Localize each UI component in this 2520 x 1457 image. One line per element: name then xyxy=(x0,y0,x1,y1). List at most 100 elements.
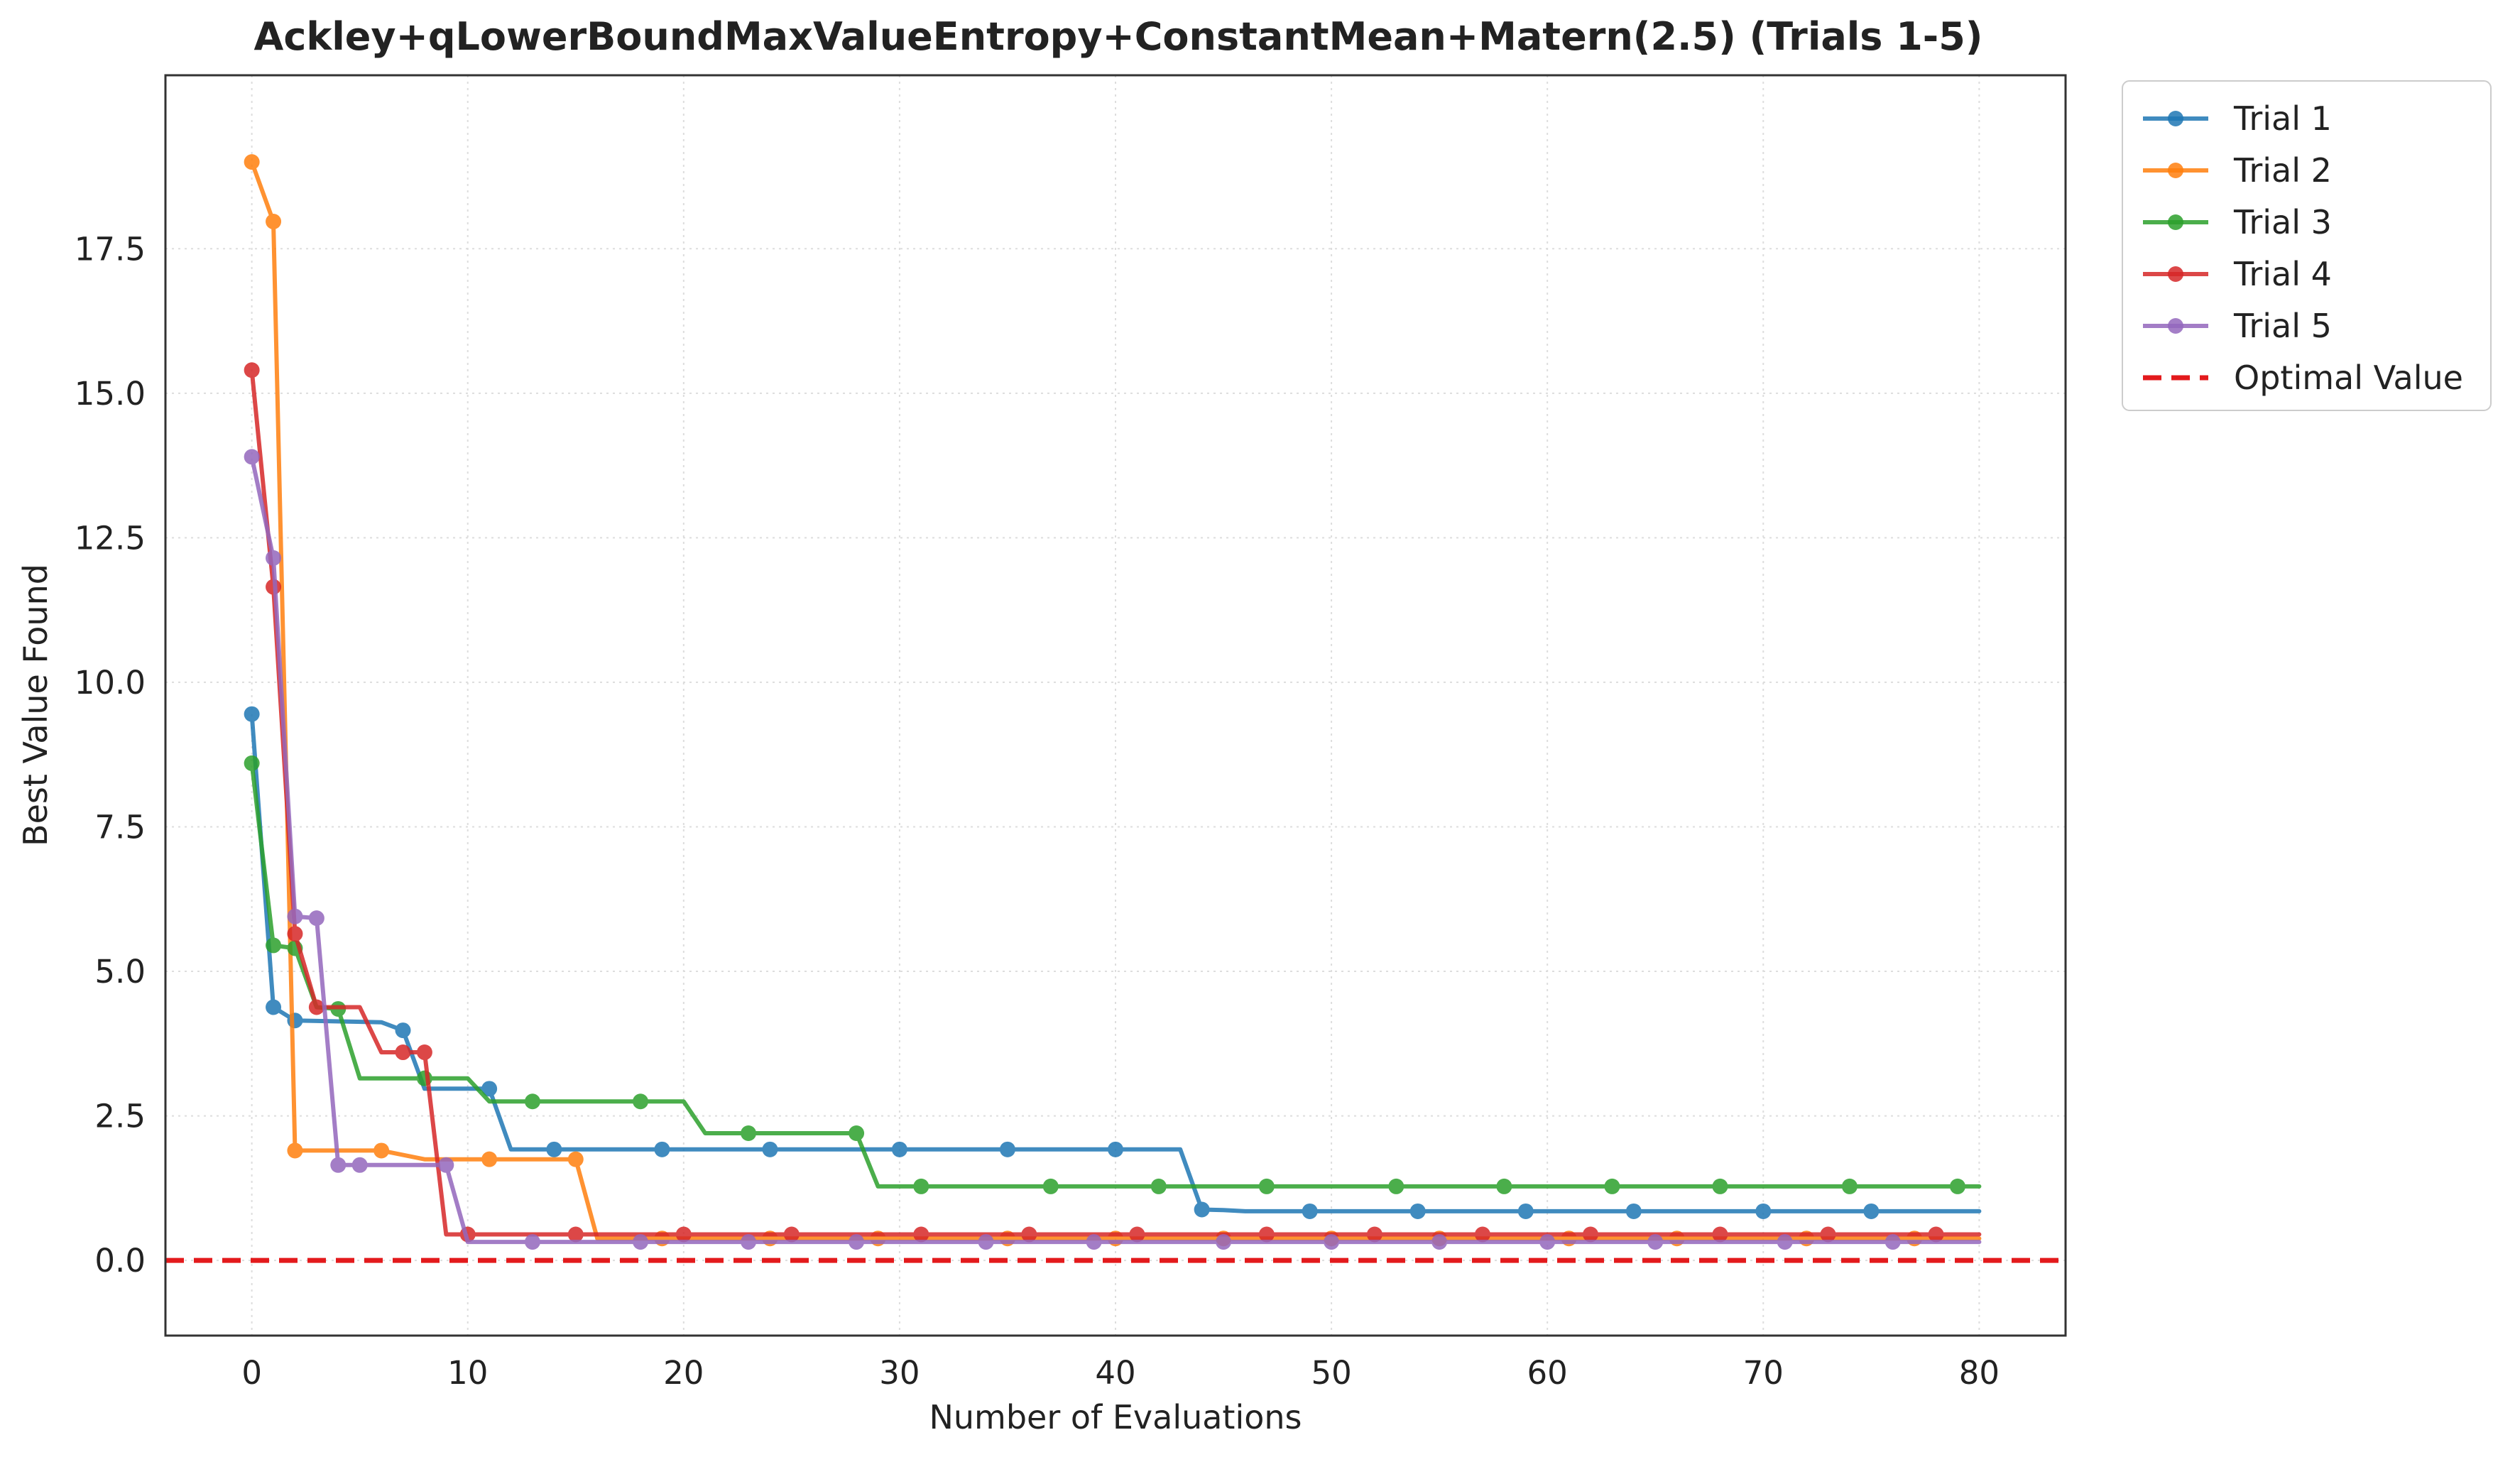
data-point xyxy=(1928,1226,1944,1243)
y-tick-label: 7.5 xyxy=(94,808,146,846)
y-tick-label: 12.5 xyxy=(75,519,146,557)
data-point xyxy=(1949,1178,1965,1194)
data-point xyxy=(675,1226,692,1243)
series-trial-1 xyxy=(244,706,1982,1219)
data-point xyxy=(1583,1226,1598,1243)
x-tick-label: 0 xyxy=(241,1354,262,1392)
data-point xyxy=(1108,1141,1123,1157)
data-point xyxy=(978,1234,994,1250)
legend-marker xyxy=(2168,266,2183,282)
series-trial-4 xyxy=(244,362,1982,1243)
series-trial-5 xyxy=(244,449,1982,1250)
data-point xyxy=(741,1125,757,1142)
data-point xyxy=(351,1157,368,1173)
data-point xyxy=(524,1093,540,1110)
data-point xyxy=(416,1044,432,1061)
data-point xyxy=(1474,1226,1490,1243)
data-point xyxy=(1302,1203,1318,1219)
series-layer xyxy=(244,154,1982,1250)
x-tick-label: 70 xyxy=(1743,1354,1784,1392)
data-point xyxy=(1841,1178,1858,1194)
data-point xyxy=(524,1234,540,1250)
data-point xyxy=(330,1157,347,1173)
data-point xyxy=(633,1234,648,1250)
data-point xyxy=(1884,1234,1901,1250)
data-point xyxy=(546,1141,562,1157)
data-point xyxy=(1150,1178,1167,1194)
data-point xyxy=(1042,1178,1059,1194)
legend-marker xyxy=(2168,214,2183,230)
legend-label: Trial 4 xyxy=(2233,255,2332,293)
legend: Trial 1 Trial 2 Trial 3 Trial 4 Trial 5 Optim… xyxy=(2122,80,2492,411)
x-tick-label: 10 xyxy=(447,1354,488,1392)
data-point xyxy=(287,908,303,924)
y-axis-label: Best Value Found xyxy=(16,564,55,846)
data-point xyxy=(1517,1203,1534,1219)
x-axis-label: Number of Evaluations xyxy=(929,1398,1302,1436)
data-point xyxy=(1086,1234,1102,1250)
data-point xyxy=(633,1093,648,1110)
data-point xyxy=(1216,1234,1232,1250)
data-point xyxy=(244,154,260,170)
data-point xyxy=(373,1142,390,1159)
x-tick-label: 30 xyxy=(879,1354,920,1392)
series-trial-3 xyxy=(244,755,1982,1194)
data-point xyxy=(1194,1201,1210,1218)
plot-frame xyxy=(164,74,2067,1337)
legend-label: Trial 3 xyxy=(2233,203,2332,241)
legend-label: Optimal Value xyxy=(2234,359,2463,397)
data-point xyxy=(891,1141,907,1157)
x-tick-label: 50 xyxy=(1311,1354,1351,1392)
series-line xyxy=(249,160,1982,1241)
data-point xyxy=(1712,1226,1728,1243)
legend-label: Trial 5 xyxy=(2233,307,2332,345)
data-point xyxy=(308,910,324,927)
data-point xyxy=(266,999,282,1015)
data-point xyxy=(244,706,260,722)
data-point xyxy=(481,1081,498,1097)
data-point xyxy=(1366,1226,1382,1243)
x-tick-label: 40 xyxy=(1095,1354,1135,1392)
data-point xyxy=(913,1226,929,1243)
y-tick-label: 17.5 xyxy=(75,230,146,268)
data-point xyxy=(1258,1226,1275,1243)
series-line xyxy=(249,760,1982,1189)
data-point xyxy=(1777,1234,1793,1250)
data-point xyxy=(287,1142,303,1159)
data-point xyxy=(266,550,282,566)
data-point xyxy=(481,1151,498,1167)
data-point xyxy=(1604,1178,1620,1194)
series-line xyxy=(249,454,1982,1245)
data-point xyxy=(308,999,324,1015)
data-point xyxy=(849,1234,865,1250)
legend-marker xyxy=(2168,111,2183,126)
legend-marker xyxy=(2168,163,2183,178)
data-point xyxy=(1712,1178,1728,1194)
legend-label: Trial 1 xyxy=(2233,99,2332,138)
data-point xyxy=(1820,1226,1836,1243)
y-tick-label: 0.0 xyxy=(94,1242,146,1279)
data-point xyxy=(913,1178,929,1194)
ticks: 0 10 20 30 40 50 60 70 80 0.0 2.5 5.0 7.5 10.0 12.5 15.… xyxy=(75,230,2000,1392)
data-point xyxy=(1409,1203,1426,1219)
y-tick-label: 15.0 xyxy=(75,375,146,413)
data-point xyxy=(1258,1178,1275,1194)
data-point xyxy=(1647,1234,1664,1250)
data-point xyxy=(1129,1226,1145,1243)
data-point xyxy=(1863,1203,1880,1219)
data-point xyxy=(1324,1234,1340,1250)
y-tick-label: 10.0 xyxy=(75,664,146,702)
series-trial-2 xyxy=(244,154,1982,1247)
legend-box xyxy=(2122,80,2492,411)
data-point xyxy=(1625,1203,1642,1219)
data-point xyxy=(567,1151,584,1167)
data-point xyxy=(783,1226,800,1243)
data-point xyxy=(999,1141,1015,1157)
data-point xyxy=(244,449,260,465)
x-tick-label: 20 xyxy=(663,1354,704,1392)
data-point xyxy=(1496,1178,1512,1194)
y-tick-label: 2.5 xyxy=(94,1098,146,1135)
data-point xyxy=(266,213,282,229)
legend-label: Trial 2 xyxy=(2233,151,2332,190)
